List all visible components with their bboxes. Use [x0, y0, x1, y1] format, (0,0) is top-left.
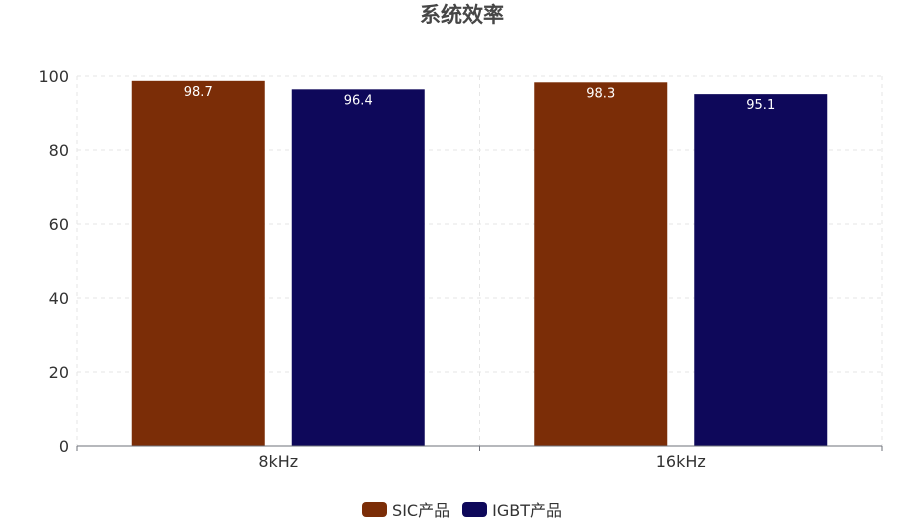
bar-0-0	[131, 80, 265, 446]
bar-1-0	[291, 89, 425, 446]
y-tick-label: 100	[38, 67, 69, 86]
legend-item-series-0[interactable]: SIC产品	[362, 497, 450, 521]
legend-item-series-1[interactable]: IGBT产品	[462, 497, 562, 521]
bar-data-label: 98.7	[184, 85, 213, 100]
bar-0-1	[534, 82, 668, 446]
legend-label-series-0: SIC产品	[392, 501, 451, 520]
bar-data-label: 98.3	[586, 86, 615, 101]
legend-label-series-1: IGBT产品	[492, 501, 562, 520]
y-tick-label: 60	[49, 215, 69, 234]
y-tick-label: 40	[49, 289, 69, 308]
bar-data-label: 96.4	[344, 93, 373, 108]
legend-swatch-series-0	[362, 501, 388, 517]
x-tick-label: 16kHz	[656, 452, 706, 471]
bar-data-label: 95.1	[746, 98, 775, 113]
chart-legend: SIC产品 IGBT产品	[0, 497, 924, 521]
x-tick-label: 8kHz	[258, 452, 298, 471]
y-tick-label: 80	[49, 141, 69, 160]
y-tick-label: 20	[49, 363, 69, 382]
y-tick-label: 0	[59, 437, 69, 456]
legend-swatch-series-1	[462, 501, 488, 517]
bar-1-1	[694, 94, 828, 446]
chart-title: 系统效率	[420, 3, 504, 27]
